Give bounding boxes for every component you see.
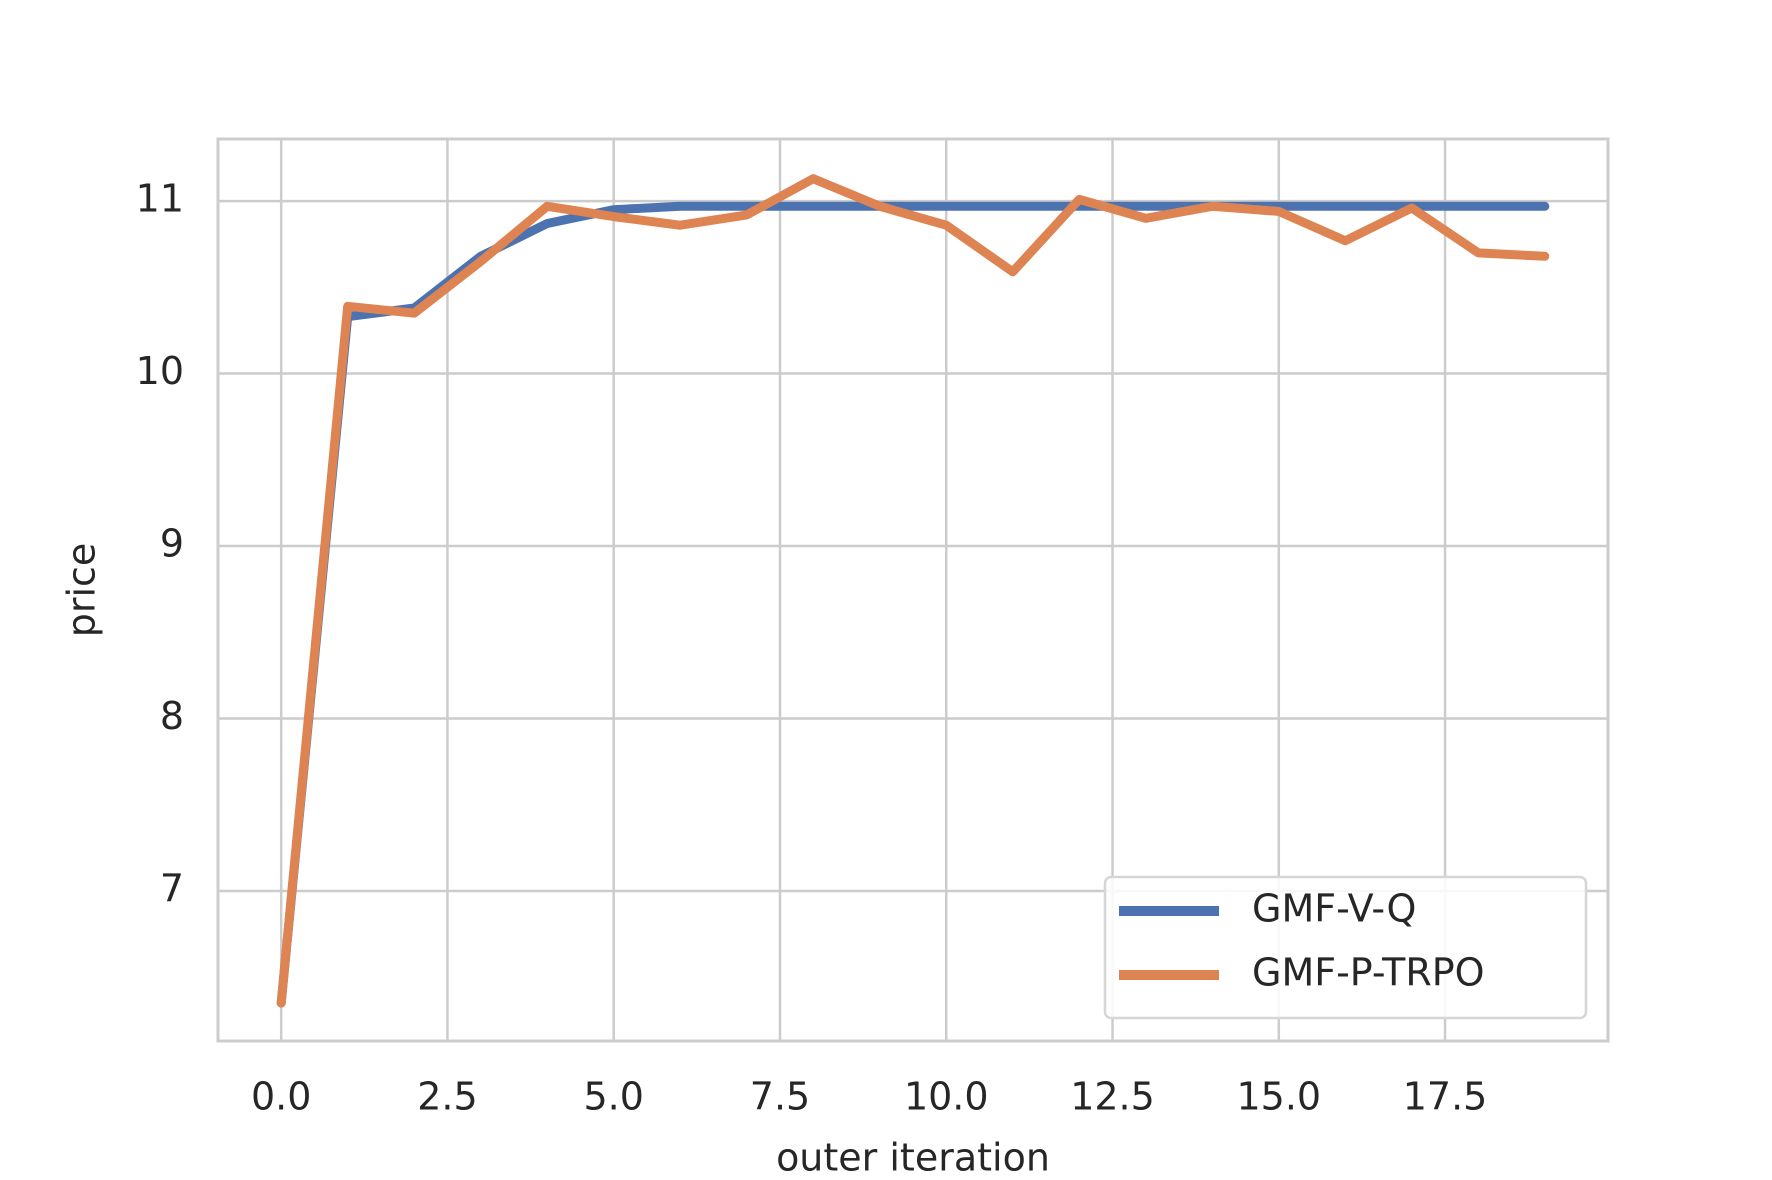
data-line — [276, 174, 1550, 1008]
legend: GMF-V-Q GMF-P-TRPO — [1103, 875, 1588, 1020]
x-tick-label: 0.0 — [251, 1075, 311, 1119]
x-tick-label: 12.5 — [1070, 1075, 1155, 1119]
y-axis-label: price — [60, 543, 104, 638]
x-tick-label: 2.5 — [417, 1075, 477, 1119]
y-tick-label: 7 — [160, 866, 184, 910]
y-tick-label: 11 — [136, 177, 184, 221]
x-tick-label: 7.5 — [750, 1075, 810, 1119]
plot-frame — [216, 137, 1610, 1043]
x-tick-label: 5.0 — [583, 1075, 643, 1119]
legend-label: GMF-P-TRPO — [1252, 951, 1485, 995]
legend-box — [1103, 875, 1588, 1020]
y-tick-label: 8 — [160, 694, 184, 738]
x-tick-label: 17.5 — [1403, 1075, 1488, 1119]
legend-label: GMF-V-Q — [1252, 887, 1416, 931]
x-tick-label: 15.0 — [1236, 1075, 1321, 1119]
x-axis-label: outer iteration — [776, 1136, 1050, 1180]
y-tick-label: 10 — [136, 349, 184, 393]
y-tick-label: 9 — [160, 522, 184, 566]
x-tick-label: 10.0 — [904, 1075, 989, 1119]
